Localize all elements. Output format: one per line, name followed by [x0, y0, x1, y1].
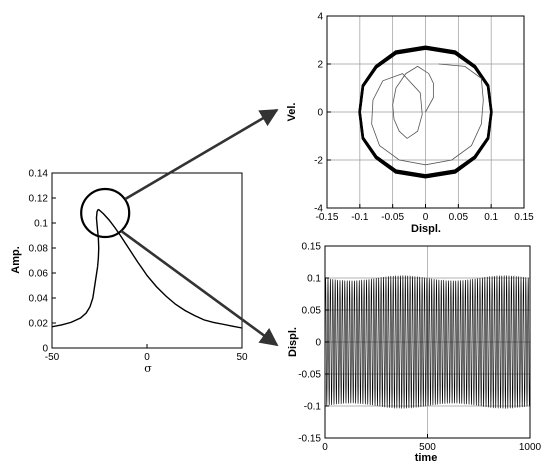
y-tick-label: 0.1 — [307, 274, 321, 285]
phase-portrait-chart: -0.15 -0.1 -0.05 0 0.05 0.1 0.15 -4 -2 0 2 4 Displ. V… — [286, 12, 534, 236]
x-tick-label: 500 — [419, 442, 436, 453]
x-tick-label: 0.15 — [514, 212, 534, 223]
displacement-signal — [324, 275, 531, 409]
y-tick-label: 2 — [317, 60, 323, 71]
y-tick-label: 0 — [317, 108, 323, 119]
x-axis-label: Displ. — [411, 223, 441, 235]
y-tick-label: 0.08 — [29, 244, 49, 255]
y-tick-label: -0.05 — [298, 370, 321, 381]
y-tick-label: 0.06 — [29, 269, 49, 280]
y-axis-label: Vel. — [286, 103, 298, 122]
x-tick-label: 0 — [322, 442, 328, 453]
y-tick-label: 0.12 — [29, 194, 49, 205]
y-tick-label: -2 — [314, 156, 323, 167]
x-tick-label: -0.05 — [381, 212, 404, 223]
x-tick-label: 0 — [144, 352, 150, 363]
x-tick-label: 0.1 — [484, 212, 498, 223]
x-axis-label: σ — [144, 362, 152, 375]
y-tick-label: 0.04 — [29, 294, 49, 305]
limit-cycle-orbit — [358, 45, 493, 179]
x-tick-label: 1000 — [519, 442, 542, 453]
x-tick-label: 0.05 — [449, 212, 469, 223]
x-axis-label: time — [415, 452, 438, 464]
y-axis-label: Amp. — [10, 246, 22, 274]
y-tick-label: -0.15 — [298, 434, 321, 445]
response-curve-2 — [97, 208, 243, 329]
x-tick-label: -0.1 — [351, 212, 369, 223]
highlight-circle — [80, 187, 131, 239]
y-tick-label: -4 — [314, 204, 323, 215]
response-curve-0 — [51, 266, 99, 328]
y-axis-label: Displ. — [287, 327, 299, 357]
y-tick-label: 0 — [315, 338, 321, 349]
y-tick-label: 0.15 — [302, 242, 322, 253]
y-tick-label: 4 — [317, 12, 323, 23]
x-tick-label: 50 — [236, 352, 248, 363]
y-tick-label: -0.1 — [304, 402, 322, 413]
y-tick-label: 0.1 — [34, 219, 48, 230]
annotations — [120, 108, 279, 347]
x-tick-label: 0 — [423, 212, 429, 223]
y-tick-label: 0.02 — [29, 319, 49, 330]
arrow-to-time-history — [120, 229, 279, 347]
x-tick-label: -0.15 — [316, 212, 339, 223]
y-tick-label: 0.05 — [302, 306, 322, 317]
y-tick-label: 0 — [42, 344, 48, 355]
x-tick-label: -50 — [45, 352, 60, 363]
time-history-chart: 0 500 1000 -0.15 -0.1 -0.05 0 0.05 0.1 0.15 time Di… — [287, 242, 542, 465]
transient-trajectory — [371, 63, 484, 166]
arrow-to-phase-portrait — [124, 108, 279, 201]
y-tick-label: 0.14 — [29, 169, 49, 180]
response-curve-1 — [95, 208, 100, 267]
